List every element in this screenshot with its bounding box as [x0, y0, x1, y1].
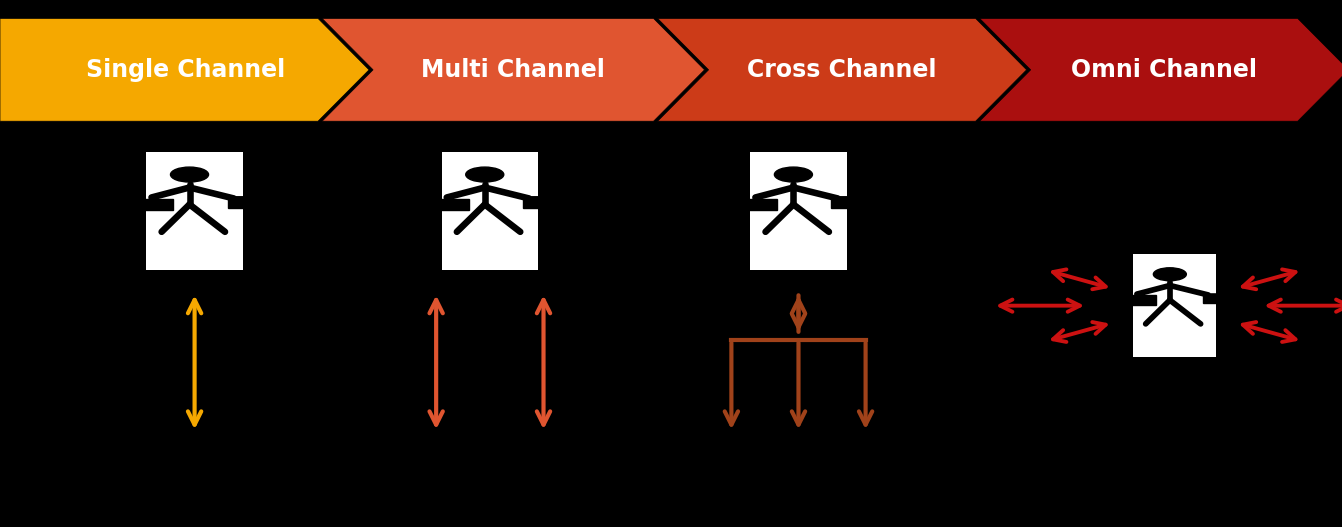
Text: Cross Channel: Cross Channel: [747, 58, 937, 82]
Bar: [1133, 254, 1216, 357]
Bar: [523, 197, 558, 208]
Circle shape: [466, 167, 503, 182]
Polygon shape: [0, 18, 369, 121]
Bar: [228, 197, 263, 208]
Bar: [141, 199, 173, 210]
Circle shape: [1153, 268, 1186, 281]
Bar: [436, 199, 468, 210]
Polygon shape: [322, 18, 705, 121]
Text: Omni Channel: Omni Channel: [1071, 58, 1257, 82]
Polygon shape: [658, 18, 1027, 121]
Bar: [750, 152, 847, 270]
Circle shape: [774, 167, 812, 182]
Bar: [146, 152, 243, 270]
Polygon shape: [980, 18, 1342, 121]
Circle shape: [170, 167, 208, 182]
Bar: [1129, 296, 1155, 305]
Bar: [1202, 294, 1233, 303]
Bar: [745, 199, 777, 210]
Text: Single Channel: Single Channel: [86, 58, 285, 82]
Bar: [832, 197, 867, 208]
Text: Multi Channel: Multi Channel: [421, 58, 605, 82]
Bar: [442, 152, 538, 270]
